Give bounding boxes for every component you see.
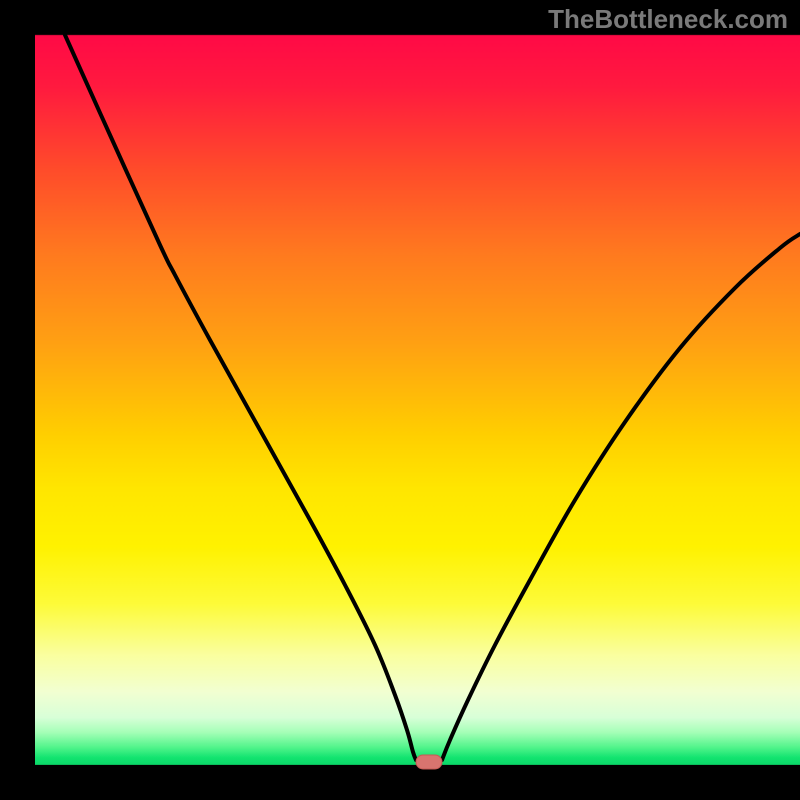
gradient-background	[0, 0, 800, 800]
watermark-text: TheBottleneck.com	[548, 4, 788, 35]
black-bar-bottom	[0, 765, 800, 800]
chart-container: TheBottleneck.com	[0, 0, 800, 800]
black-bar-left	[0, 0, 35, 800]
